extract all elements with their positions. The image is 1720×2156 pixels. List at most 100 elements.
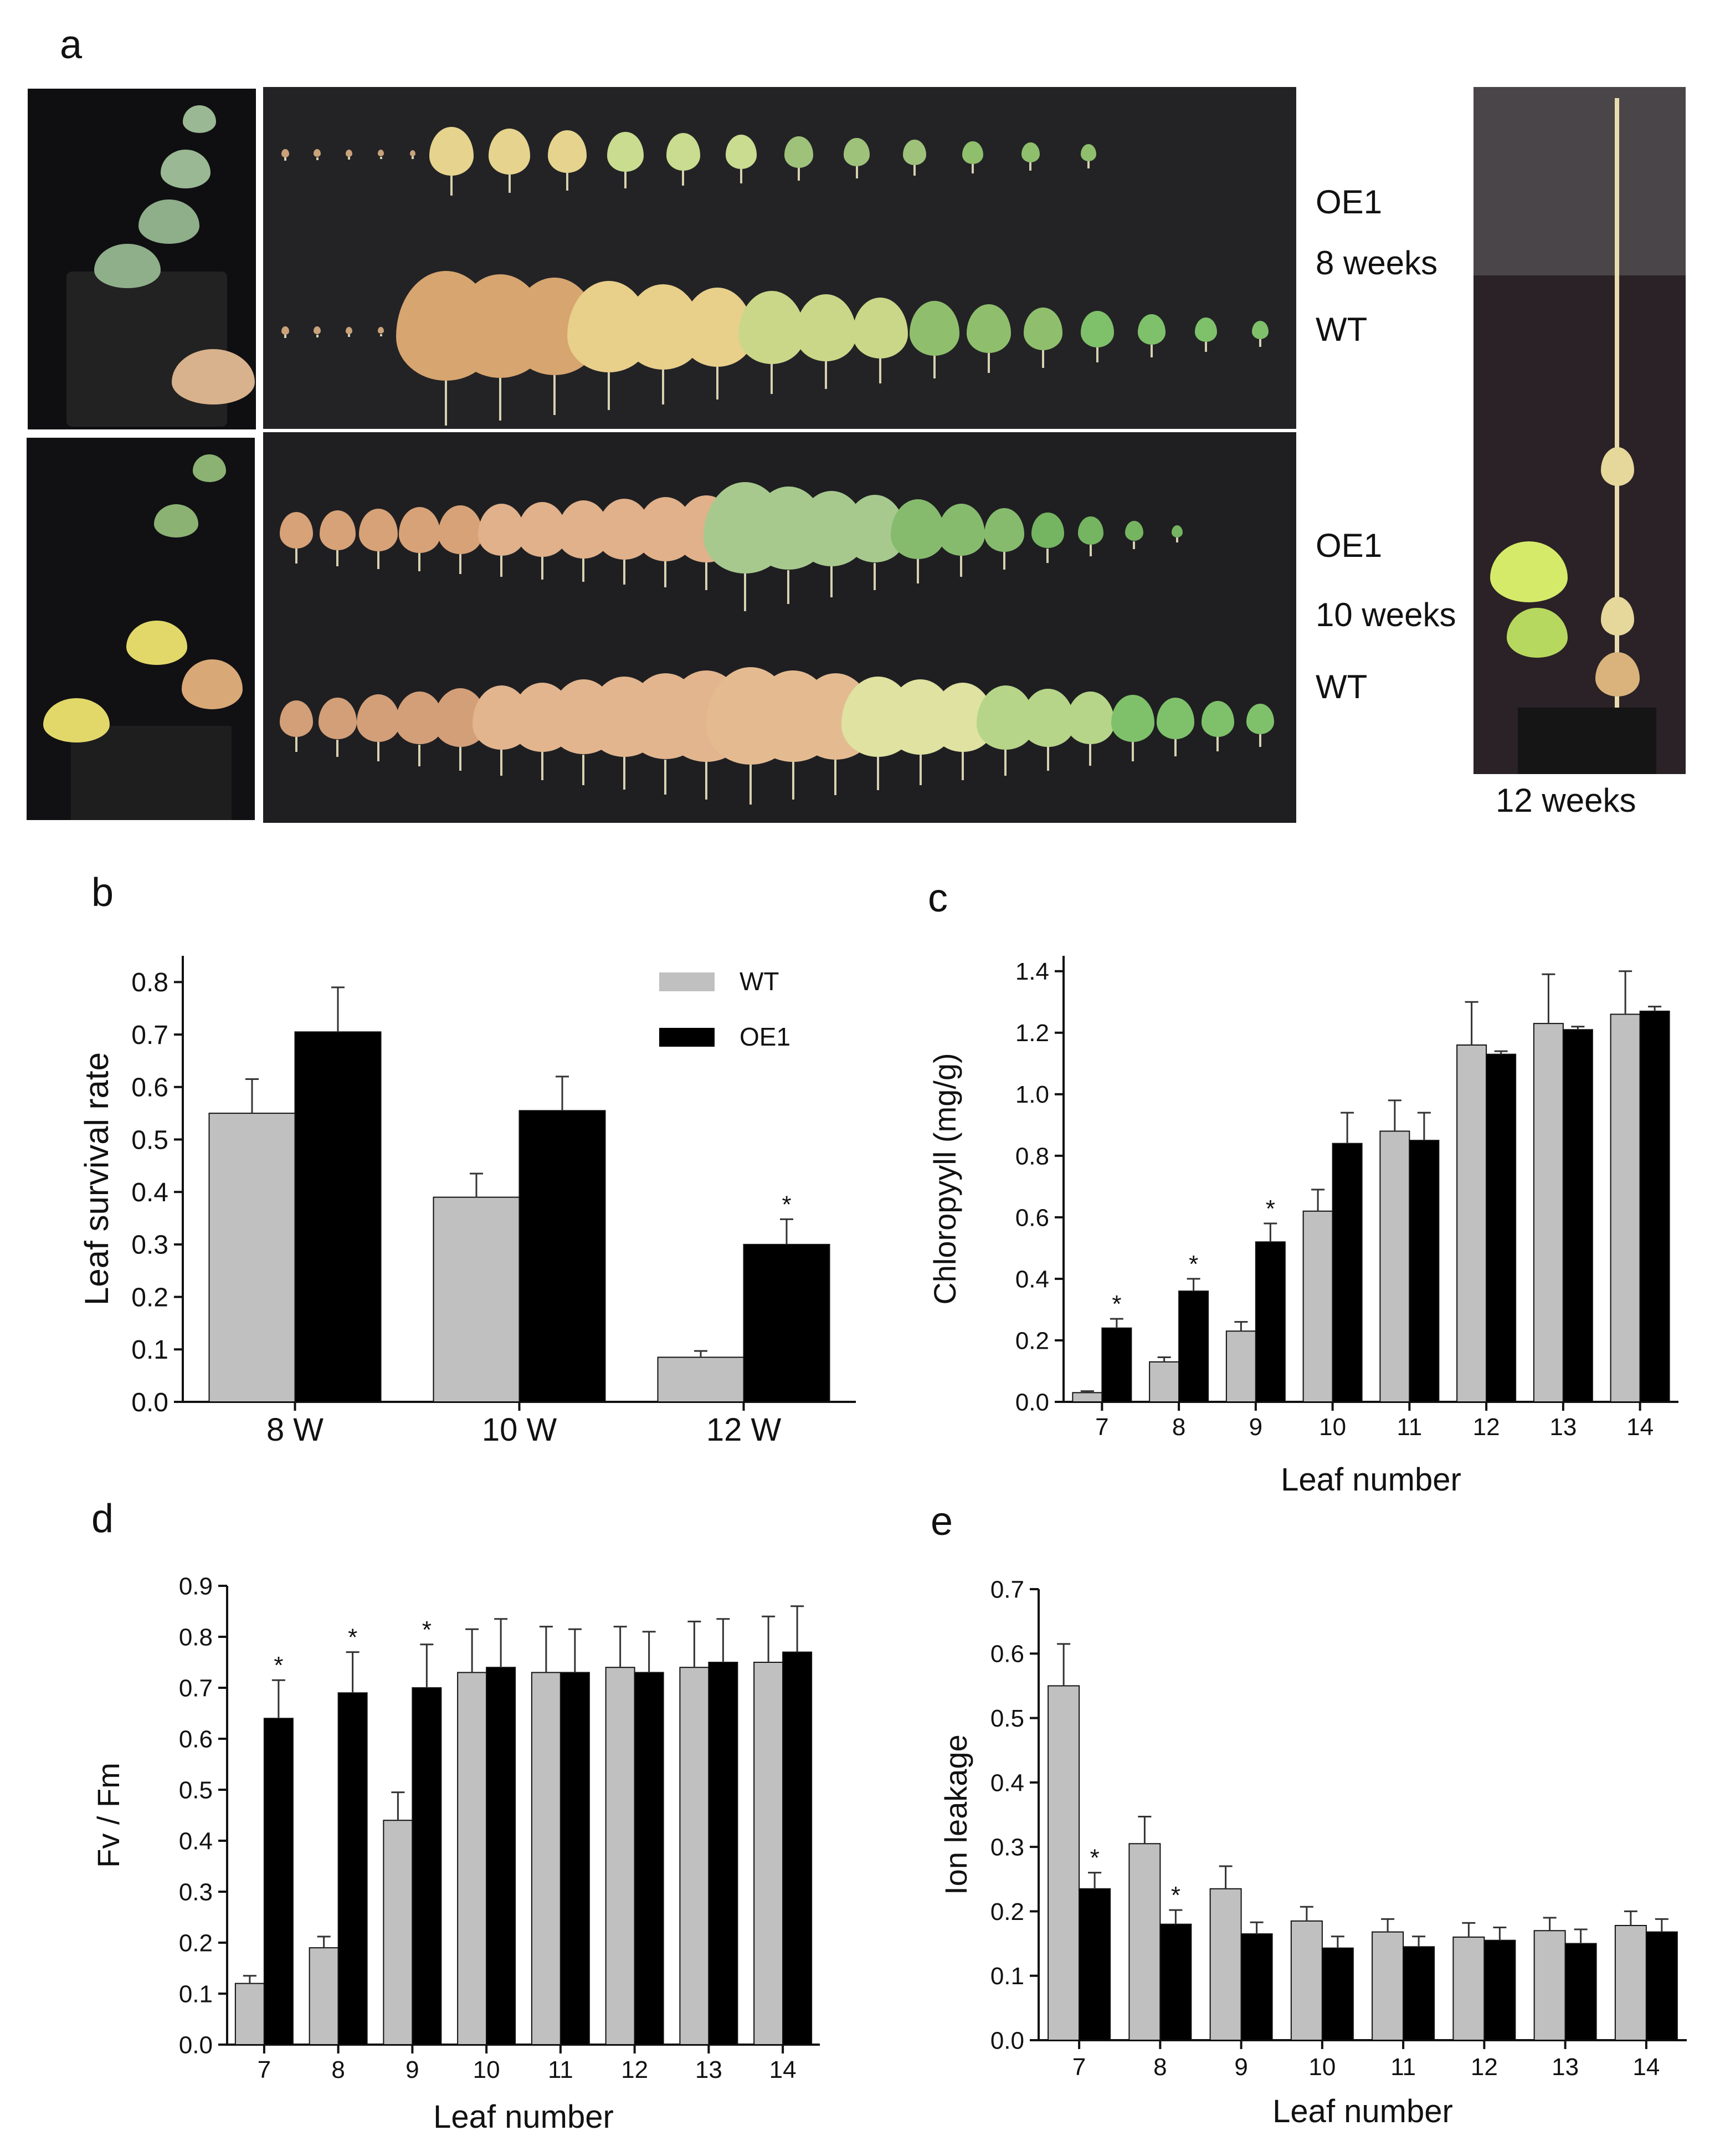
- leaf-petiole: [855, 166, 858, 178]
- detached-leaf: [853, 298, 908, 359]
- x-tick-label: 12: [1473, 1414, 1500, 1441]
- y-tick-label: 0.3: [179, 1878, 213, 1906]
- leaf-petiole: [874, 562, 876, 591]
- label-wt-10w: WT: [1316, 668, 1368, 705]
- leaf-petiole: [960, 555, 962, 577]
- bar-oe1-12: [1483, 1939, 1516, 2041]
- bar-wt-13: [1533, 1930, 1566, 2041]
- leaf-petiole: [1133, 541, 1135, 550]
- bar-wt-12: [1456, 1044, 1487, 1402]
- detached-leaf: [1066, 692, 1115, 745]
- detached-leaf: [1252, 321, 1269, 339]
- leaf-petiole: [1151, 345, 1153, 357]
- detached-leaf: [1021, 688, 1075, 747]
- detached-leaf: [1195, 317, 1217, 342]
- detached-leaf: [280, 700, 313, 737]
- leaf-petiole: [1096, 347, 1098, 362]
- y-tick-label: 0.0: [1015, 1389, 1049, 1416]
- leaf-petiole: [834, 759, 837, 795]
- y-tick-label: 0.5: [179, 1776, 213, 1804]
- label-wt-8w: WT: [1316, 311, 1368, 348]
- leaf-petiole: [705, 762, 707, 800]
- bar-wt-10: [457, 1672, 487, 2045]
- detached-leaf: [738, 291, 805, 364]
- leaf-petiole: [418, 552, 420, 572]
- x-tick-label: 10: [1308, 2053, 1336, 2081]
- bar-wt-9: [383, 1820, 413, 2045]
- x-tick-label: 8: [1172, 1414, 1185, 1441]
- bar-wt-8: [1149, 1361, 1180, 1403]
- bar-oe1-7: [263, 1718, 294, 2045]
- leaf-petiole: [445, 381, 447, 426]
- leaf-petiole: [1205, 342, 1207, 352]
- leaf-petiole: [336, 550, 338, 566]
- bar-wt-11: [1372, 1931, 1404, 2041]
- plant-leaf: [183, 105, 216, 133]
- detached-leaf: [903, 139, 927, 166]
- y-tick-label: 0.2: [131, 1283, 168, 1312]
- detached-leaf: [398, 507, 440, 553]
- y-tick-label: 0.3: [131, 1231, 168, 1260]
- plant-pot: [71, 726, 232, 820]
- bar-oe1-9: [1255, 1241, 1286, 1402]
- legend-label-oe1: OE1: [740, 1022, 790, 1051]
- leaf-petiole: [1259, 339, 1261, 347]
- y-tick-label: 0.9: [179, 1573, 213, 1600]
- bar-wt-12: [1452, 1936, 1485, 2041]
- leaf-petiole: [962, 752, 964, 781]
- detached-leaf: [1156, 698, 1194, 740]
- detached-leaf: [1024, 308, 1062, 350]
- y-tick-label: 1.4: [1015, 958, 1049, 985]
- leaf-petiole: [1003, 552, 1005, 570]
- detached-leaf: [547, 130, 587, 173]
- y-tick-label: 0.6: [131, 1073, 168, 1103]
- y-tick-label: 1.2: [1015, 1020, 1049, 1047]
- label-oe1-10w: OE1: [1316, 527, 1383, 564]
- panel-label-d: d: [91, 1497, 114, 1541]
- bar-oe1-9: [1240, 1933, 1273, 2041]
- bar-oe1-14: [1639, 1010, 1670, 1402]
- plant-leaf: [43, 698, 110, 742]
- bar-wt-11: [531, 1672, 561, 2045]
- detached-leaf: [1078, 516, 1103, 545]
- x-tick-label: 10: [1319, 1414, 1346, 1441]
- x-tick-label: 12: [1471, 2053, 1498, 2081]
- leaf-petiole: [744, 573, 746, 611]
- bar-oe1-7: [1101, 1327, 1132, 1402]
- leaf-petiole: [1090, 545, 1092, 556]
- bar-oe1-11: [1409, 1140, 1440, 1403]
- bar-oe1-10: [1332, 1143, 1363, 1403]
- bar-oe1-10: [486, 1667, 516, 2045]
- bar-oe1-8: [1159, 1923, 1192, 2041]
- y-tick-label: 0.5: [990, 1705, 1024, 1732]
- significance-mark: *: [1189, 1251, 1198, 1278]
- x-axis-label: Leaf number: [1281, 1462, 1461, 1498]
- leaf-petiole: [379, 156, 382, 160]
- x-tick-label: 11: [548, 2056, 573, 2083]
- leaf-petiole: [295, 737, 297, 752]
- bar-oe1-8W: [294, 1031, 382, 1402]
- bar-oe1-8: [337, 1692, 368, 2045]
- leaf-petiole: [500, 555, 502, 577]
- detached-leaf: [429, 127, 474, 176]
- x-axis-label: Leaf number: [1272, 2093, 1453, 2129]
- significance-mark: *: [1171, 1882, 1180, 1909]
- y-tick-label: 0.4: [179, 1827, 213, 1855]
- panel-label-e: e: [931, 1499, 953, 1544]
- plant-leaf: [1601, 597, 1634, 636]
- bar-oe1-8: [1178, 1290, 1209, 1403]
- detached-leaf: [1111, 694, 1154, 742]
- leaf-petiole: [1174, 739, 1177, 756]
- leaf-petiole: [450, 176, 453, 196]
- x-tick-label: 8 W: [266, 1412, 324, 1448]
- bar-wt-7: [1048, 1685, 1080, 2041]
- y-tick-label: 0.1: [990, 1963, 1024, 1990]
- y-tick-label: 0.4: [1015, 1266, 1049, 1293]
- leaf-petiole: [623, 560, 625, 585]
- leaf-petiole: [1029, 162, 1032, 171]
- bar-wt-10W: [433, 1196, 520, 1402]
- detached-leaf: [314, 326, 321, 335]
- plant-leaf: [1507, 608, 1568, 658]
- leaf-petiole: [1046, 746, 1049, 771]
- detached-leaf: [937, 504, 985, 556]
